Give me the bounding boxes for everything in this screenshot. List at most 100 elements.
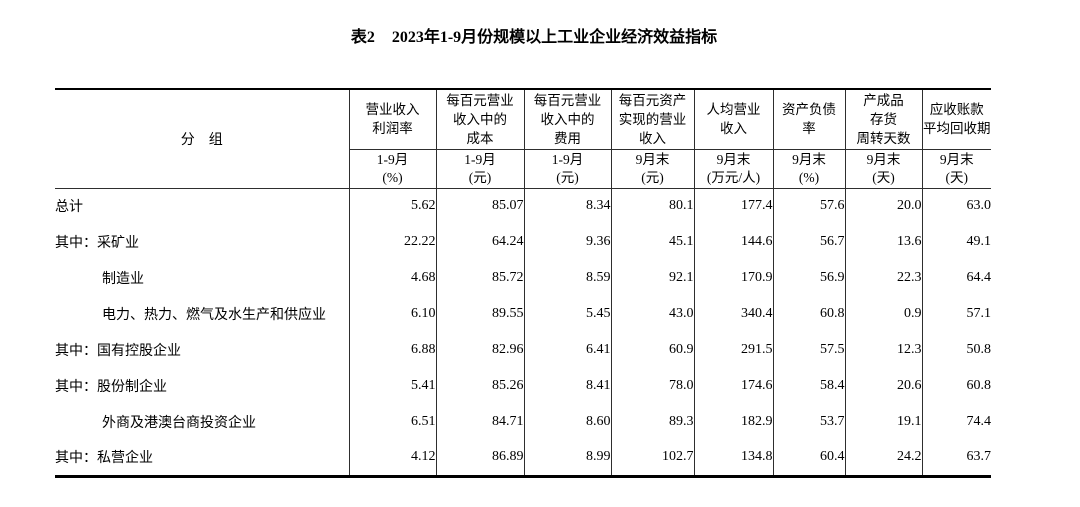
- header-row-titles: 分 组 营业收入 利润率 每百元营业 收入中的 成本 每百元营业 收入中的 费用…: [55, 89, 991, 189]
- value-cell: 6.10: [348, 296, 436, 332]
- group-column-header: 分 组: [55, 89, 349, 189]
- value-cell: 60.8: [921, 368, 991, 404]
- value-cell: 74.4: [921, 404, 991, 440]
- value-cell: 4.68: [348, 260, 436, 296]
- value-cell: 60.8: [772, 296, 845, 332]
- value-cell: 6.51: [348, 404, 436, 440]
- column-subheader: 1-9月 (元): [435, 149, 524, 189]
- row-label: 外商及港澳台商投资企业: [102, 416, 256, 431]
- value-cell: 12.3: [844, 332, 922, 368]
- column-header-expense-per-100: 每百元营业 收入中的 费用: [523, 89, 611, 150]
- value-cell: 20.6: [844, 368, 922, 404]
- value-cell: 6.41: [523, 332, 611, 368]
- table-row-foreign-invested: 外商及港澳台商投资企业 6.51 84.71 8.60 89.3 182.9 5…: [55, 404, 991, 440]
- value-cell: 24.2: [844, 440, 922, 476]
- row-label: 其中：采矿业: [55, 236, 139, 251]
- value-cell: 78.0: [610, 368, 694, 404]
- column-header-revenue-per-100-assets: 每百元资产 实现的营业 收入: [610, 89, 694, 150]
- row-label: 总计: [55, 200, 83, 216]
- value-cell: 80.1: [610, 188, 694, 224]
- value-cell: 85.72: [435, 260, 524, 296]
- value-cell: 64.4: [921, 260, 991, 296]
- table-caption: 2023年1-9月份规模以上工业企业经济效益指标: [391, 29, 718, 46]
- value-cell: 102.7: [610, 440, 694, 476]
- value-cell: 60.9: [610, 332, 694, 368]
- value-cell: 45.1: [610, 224, 694, 260]
- value-cell: 85.26: [435, 368, 524, 404]
- row-label: 其中：股份制企业: [55, 380, 167, 395]
- column-header-receivables-period: 应收账款 平均回收期: [921, 89, 991, 150]
- value-cell: 57.5: [772, 332, 845, 368]
- value-cell: 6.88: [348, 332, 436, 368]
- value-cell: 22.3: [844, 260, 922, 296]
- column-header-revenue-per-capita: 人均营业 收入: [693, 89, 773, 150]
- column-subheader: 9月末 (万元/人): [693, 149, 773, 189]
- value-cell: 0.9: [844, 296, 922, 332]
- value-cell: 84.71: [435, 404, 524, 440]
- value-cell: 60.4: [772, 440, 845, 476]
- column-header-cost-per-100: 每百元营业 收入中的 成本: [435, 89, 524, 150]
- value-cell: 86.89: [435, 440, 524, 476]
- value-cell: 4.12: [348, 440, 436, 476]
- value-cell: 177.4: [693, 188, 773, 224]
- table-row-total: 总计 5.62 85.07 8.34 80.1 177.4 57.6 20.0 …: [55, 188, 991, 224]
- value-cell: 8.41: [523, 368, 611, 404]
- value-cell: 56.9: [772, 260, 845, 296]
- value-cell: 174.6: [693, 368, 773, 404]
- value-cell: 58.4: [772, 368, 845, 404]
- value-cell: 13.6: [844, 224, 922, 260]
- column-subheader: 9月末 (%): [772, 149, 845, 189]
- row-label: 制造业: [102, 272, 144, 287]
- value-cell: 64.24: [435, 224, 524, 260]
- table-row-shareholding: 其中：股份制企业 5.41 85.26 8.41 78.0 174.6 58.4…: [55, 368, 991, 404]
- table-row-mining: 其中：采矿业 22.22 64.24 9.36 45.1 144.6 56.7 …: [55, 224, 991, 260]
- value-cell: 82.96: [435, 332, 524, 368]
- table-row-state-holding: 其中：国有控股企业 6.88 82.96 6.41 60.9 291.5 57.…: [55, 332, 991, 368]
- value-cell: 8.99: [523, 440, 611, 476]
- value-cell: 19.1: [844, 404, 922, 440]
- value-cell: 8.60: [523, 404, 611, 440]
- value-cell: 182.9: [693, 404, 773, 440]
- table-row-private: 其中：私营企业 4.12 86.89 8.99 102.7 134.8 60.4…: [55, 440, 991, 476]
- column-subheader: 1-9月 (%): [348, 149, 436, 189]
- column-subheader: 9月末 (天): [921, 149, 991, 189]
- value-cell: 9.36: [523, 224, 611, 260]
- value-cell: 57.6: [772, 188, 845, 224]
- value-cell: 89.3: [610, 404, 694, 440]
- value-cell: 57.1: [921, 296, 991, 332]
- value-cell: 22.22: [348, 224, 436, 260]
- row-label: 其中：国有控股企业: [55, 344, 181, 359]
- column-subheader: 1-9月 (元): [523, 149, 611, 189]
- table-title: 表2 2023年1-9月份规模以上工业企业经济效益指标: [0, 23, 1068, 47]
- value-cell: 5.45: [523, 296, 611, 332]
- value-cell: 340.4: [693, 296, 773, 332]
- row-label: 其中：私营企业: [55, 451, 153, 467]
- value-cell: 92.1: [610, 260, 694, 296]
- economic-indicators-table: 分 组 营业收入 利润率 每百元营业 收入中的 成本 每百元营业 收入中的 费用…: [55, 88, 991, 478]
- row-label: 电力、热力、燃气及水生产和供应业: [102, 308, 326, 323]
- table-row-manufacturing: 制造业 4.68 85.72 8.59 92.1 170.9 56.9 22.3…: [55, 260, 991, 296]
- value-cell: 170.9: [693, 260, 773, 296]
- value-cell: 8.34: [523, 188, 611, 224]
- value-cell: 63.0: [921, 188, 991, 224]
- column-subheader: 9月末 (元): [610, 149, 694, 189]
- value-cell: 53.7: [772, 404, 845, 440]
- value-cell: 5.62: [348, 188, 436, 224]
- value-cell: 85.07: [435, 188, 524, 224]
- column-header-profit-rate: 营业收入 利润率: [348, 89, 436, 150]
- column-header-asset-liability-ratio: 资产负债 率: [772, 89, 845, 150]
- table-row-utilities: 电力、热力、燃气及水生产和供应业 6.10 89.55 5.45 43.0 34…: [55, 296, 991, 332]
- value-cell: 49.1: [921, 224, 991, 260]
- value-cell: 5.41: [348, 368, 436, 404]
- value-cell: 43.0: [610, 296, 694, 332]
- value-cell: 291.5: [693, 332, 773, 368]
- value-cell: 56.7: [772, 224, 845, 260]
- value-cell: 63.7: [921, 440, 991, 476]
- value-cell: 134.8: [693, 440, 773, 476]
- column-header-inventory-turnover-days: 产成品 存货 周转天数: [844, 89, 922, 150]
- value-cell: 8.59: [523, 260, 611, 296]
- column-subheader: 9月末 (天): [844, 149, 922, 189]
- table-number: 表2: [350, 29, 375, 46]
- value-cell: 50.8: [921, 332, 991, 368]
